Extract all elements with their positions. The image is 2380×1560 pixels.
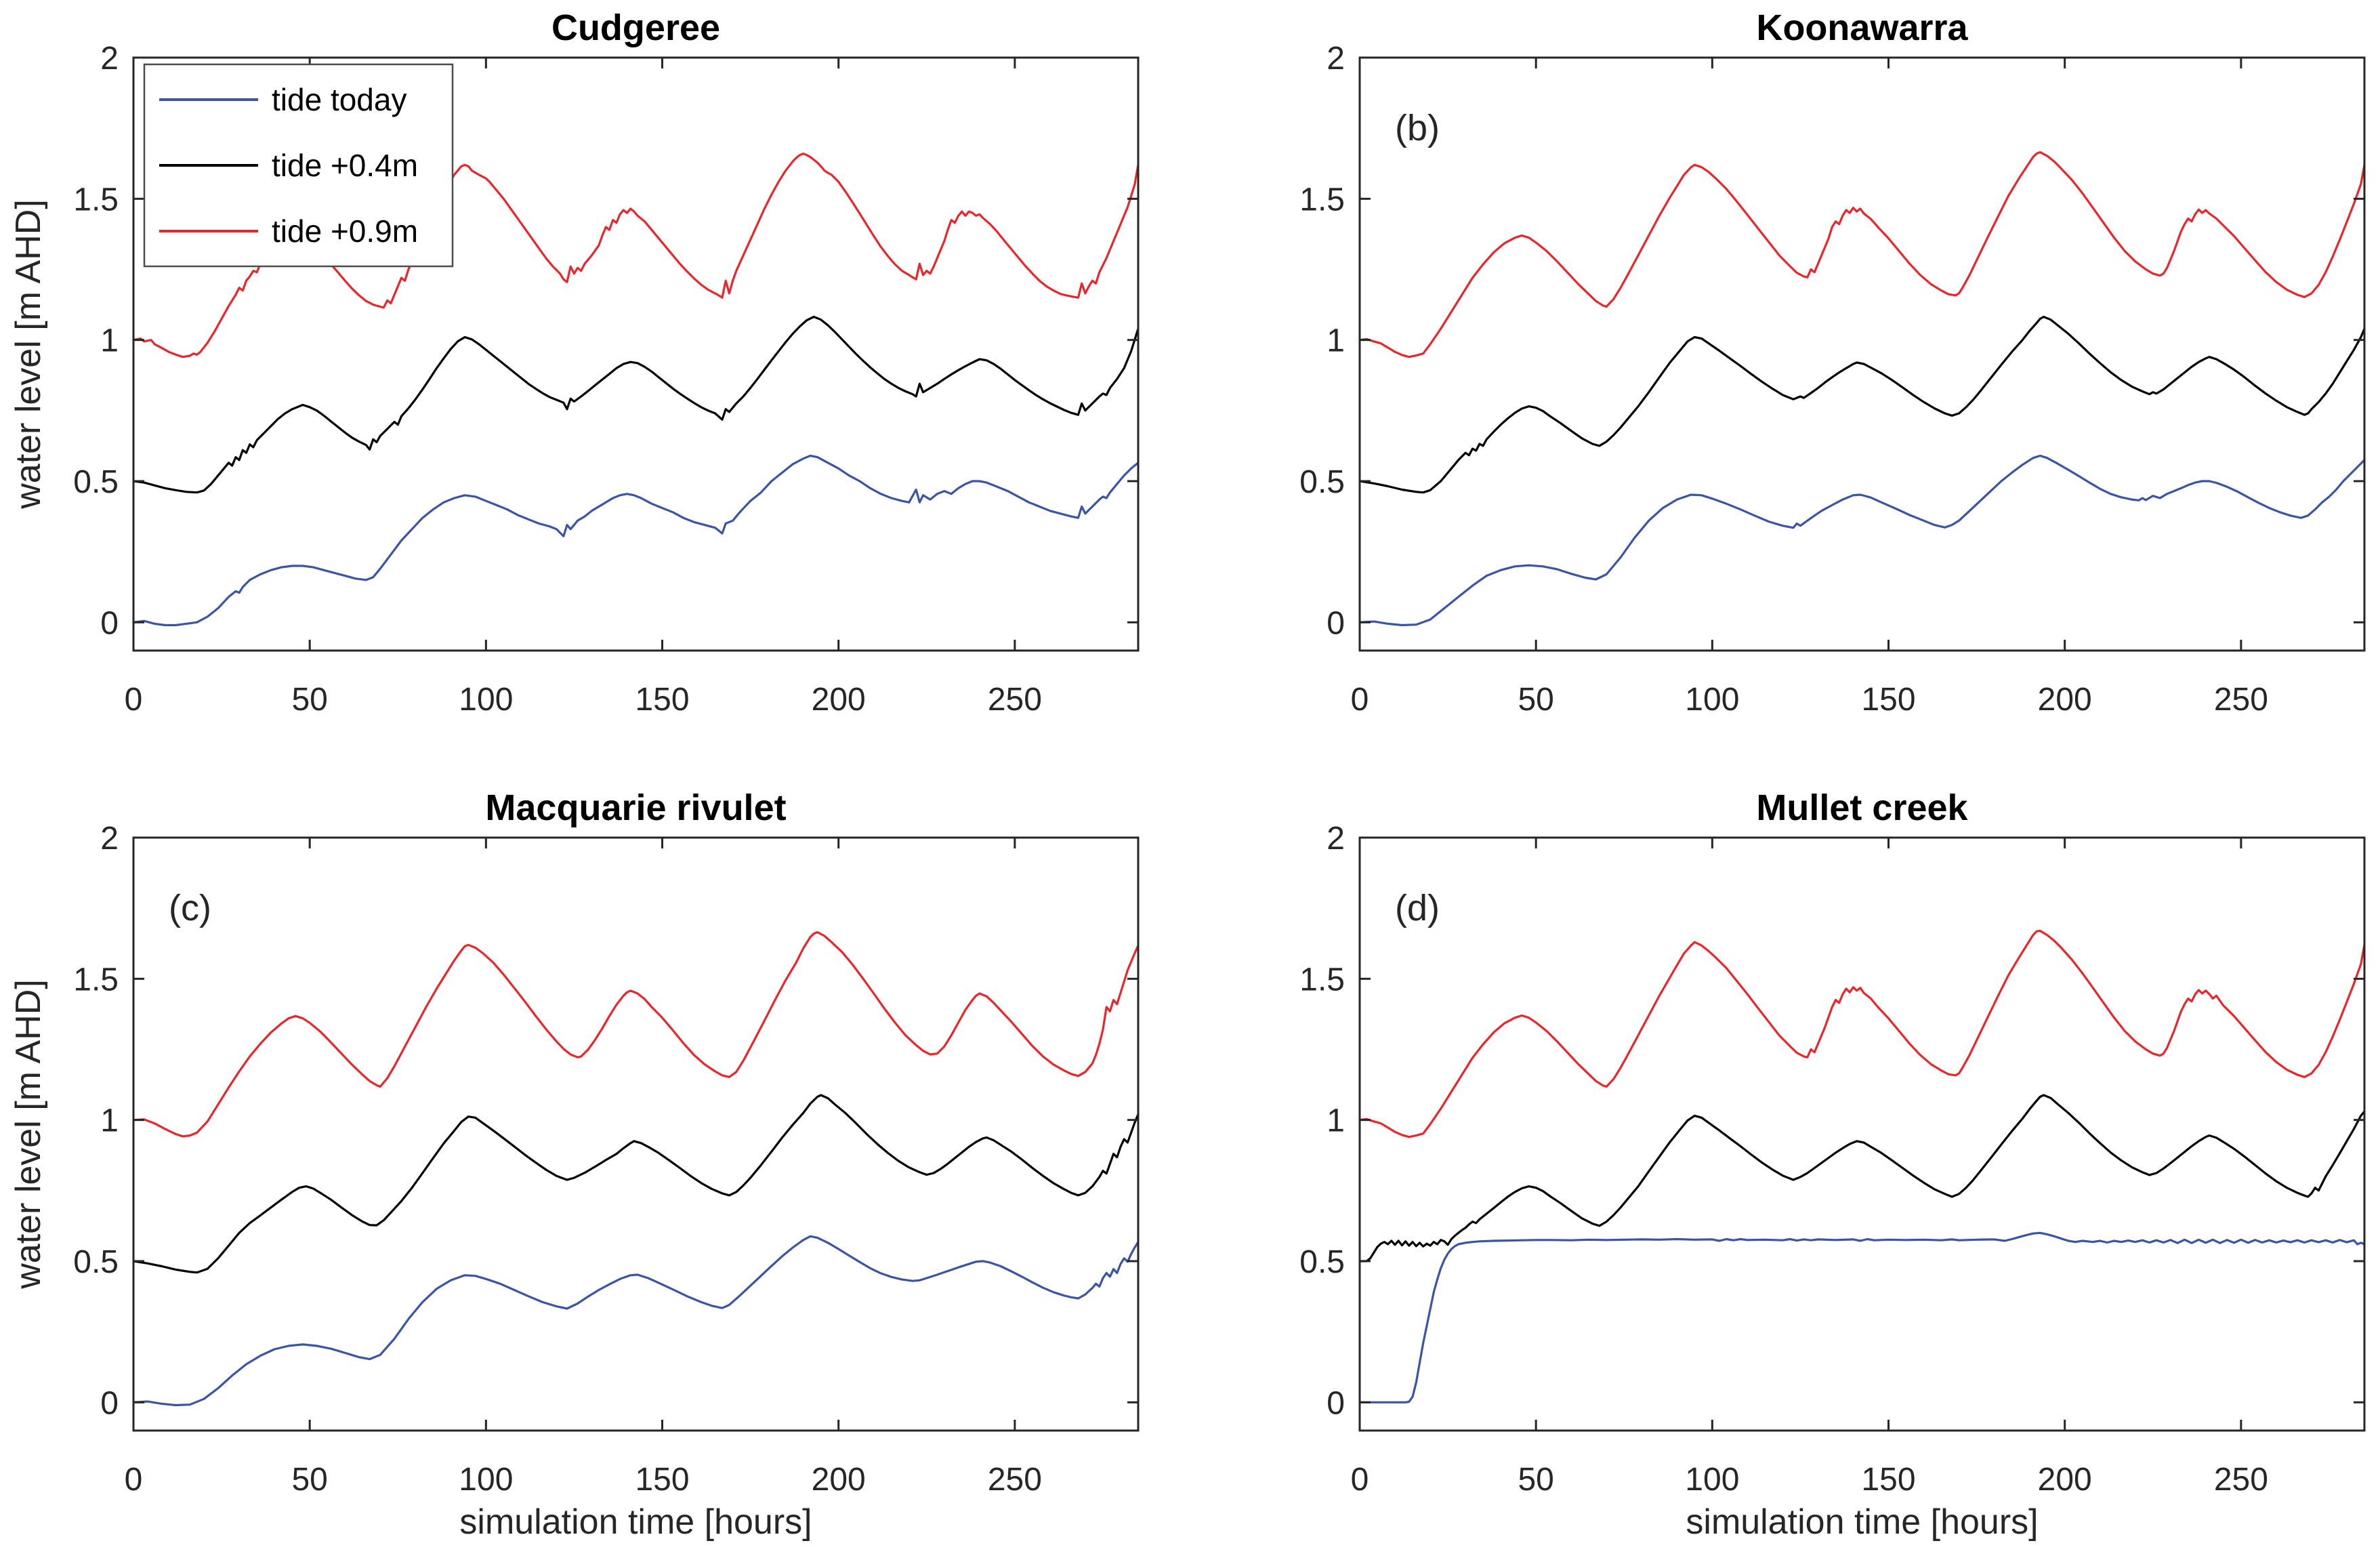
series-line-tide-today xyxy=(132,1235,1140,1407)
series-line-tide-0-4m xyxy=(132,315,1140,494)
y-tick-label: 0 xyxy=(100,1385,119,1421)
x-tick-label: 200 xyxy=(812,1462,866,1498)
x-tick-label: 0 xyxy=(1351,1462,1369,1498)
x-tick-label: 200 xyxy=(812,682,866,718)
panel-letter: (d) xyxy=(1395,888,1440,928)
chart-title: Koonawarra xyxy=(1756,7,1968,48)
y-tick-label: 2 xyxy=(1327,41,1345,77)
x-tick-label: 50 xyxy=(1518,1462,1553,1498)
x-tick-label: 250 xyxy=(2214,682,2268,718)
series-group xyxy=(1358,151,2366,627)
axes-box xyxy=(132,56,1140,652)
series-line-tide-0-4m xyxy=(1358,1094,2366,1263)
x-tick-label: 50 xyxy=(1518,682,1553,718)
chart-title: Macquarie rivulet xyxy=(485,787,786,828)
y-tick-label: 1 xyxy=(100,323,119,359)
x-tick-label: 0 xyxy=(1351,682,1369,718)
series-line-tide-0-4m xyxy=(132,1094,1140,1274)
y-axis-label: water level [m AHD] xyxy=(9,199,48,510)
axes-box xyxy=(1358,836,2366,1432)
chart-title: Cudgeree xyxy=(551,7,720,48)
x-tick-label: 0 xyxy=(125,1462,143,1498)
x-axis-label: simulation time [hours] xyxy=(1686,1502,2038,1542)
series-group xyxy=(132,931,1140,1407)
axes-box xyxy=(1358,56,2366,652)
x-tick-label: 250 xyxy=(2214,1462,2268,1498)
tick-marks xyxy=(132,836,1138,1431)
panel-macquarie-rivulet: Macquarie rivulet (c) 0 50 100 150 200 250 0 0.5 1… xyxy=(0,780,1190,1560)
y-tick-label: 2 xyxy=(1327,821,1345,857)
series-line-tide-0-4m xyxy=(1358,315,2366,494)
y-tick-label: 2 xyxy=(100,821,119,857)
y-tick-label: 0 xyxy=(100,605,119,641)
chart-mullet-creek: Mullet creek (d) 0 50 100 150 200 250 0 0.5 1 1.5 2 s… xyxy=(1299,787,2366,1542)
x-axis-label: simulation time [hours] xyxy=(459,1502,812,1542)
y-tick-label: 0 xyxy=(1327,1385,1345,1421)
y-tick-label: 1.5 xyxy=(73,962,119,998)
panel-cudgeree: Cudgeree(a)05010015020025000.511.52water… xyxy=(0,0,1190,780)
chart-koonawarra: Koonawarra (b) 0 50 100 150 200 250 0 0.5 1 1.5 2 xyxy=(1299,7,2366,718)
y-tick-label: 1 xyxy=(100,1103,119,1139)
y-tick-label: 2 xyxy=(100,41,119,77)
y-tick-label: 1 xyxy=(1327,323,1345,359)
series-line-tide-today xyxy=(1358,1231,2366,1403)
panel-letter: (b) xyxy=(1395,108,1440,148)
x-tick-label: 0 xyxy=(125,682,143,718)
chart-title: Mullet creek xyxy=(1756,787,1968,828)
series-line-tide-0-9m xyxy=(1358,929,2366,1138)
legend: tide today tide +0.4m tide +0.9m xyxy=(143,63,454,268)
y-tick-label: 1.5 xyxy=(73,182,119,218)
x-tick-label: 150 xyxy=(1861,1462,1915,1498)
x-tick-label: 100 xyxy=(459,682,513,718)
x-tick-label: 100 xyxy=(1685,682,1739,718)
tick-marks xyxy=(1358,836,2364,1431)
x-tick-label: 150 xyxy=(635,1462,689,1498)
x-tick-label: 50 xyxy=(291,682,327,718)
x-tick-label: 250 xyxy=(988,1462,1042,1498)
x-tick-label: 50 xyxy=(291,1462,327,1498)
chart-cudgeree: Cudgeree(a)05010015020025000.511.52water… xyxy=(9,7,1140,718)
x-tick-label: 250 xyxy=(988,682,1042,718)
y-tick-label: 0.5 xyxy=(73,1244,119,1280)
y-tick-label: 1 xyxy=(1327,1103,1345,1139)
x-tick-label: 150 xyxy=(1861,682,1915,718)
x-tick-label: 200 xyxy=(2038,682,2092,718)
chart-macquarie-rivulet: Macquarie rivulet (c) 0 50 100 150 200 250 0 0.5 1… xyxy=(9,787,1140,1542)
series-line-tide-today xyxy=(132,454,1140,627)
y-tick-label: 0.5 xyxy=(1299,1244,1345,1280)
y-tick-label: 0.5 xyxy=(1299,464,1345,500)
axes-box xyxy=(132,836,1140,1432)
legend-label: tide +0.9m xyxy=(272,213,418,249)
series-line-tide-0-9m xyxy=(132,931,1140,1138)
y-tick-label: 1.5 xyxy=(1299,182,1345,218)
x-tick-label: 100 xyxy=(459,1462,513,1498)
panel-mullet-creek: Mullet creek (d) 0 50 100 150 200 250 0 0.5 1 1.5 2 s… xyxy=(1190,780,2380,1560)
x-tick-label: 100 xyxy=(1685,1462,1739,1498)
series-group xyxy=(1358,929,2366,1403)
legend-label: tide +0.4m xyxy=(272,148,418,183)
y-axis-label: water level [m AHD] xyxy=(9,979,48,1290)
panel-koonawarra: Koonawarra (b) 0 50 100 150 200 250 0 0.5 1 1.5 2 xyxy=(1190,0,2380,780)
y-tick-label: 0 xyxy=(1327,605,1345,641)
tick-marks xyxy=(1358,56,2364,651)
y-tick-label: 1.5 xyxy=(1299,962,1345,998)
y-tick-label: 0.5 xyxy=(73,464,119,500)
series-line-tide-today xyxy=(1358,454,2366,627)
x-tick-label: 150 xyxy=(635,682,689,718)
x-tick-label: 200 xyxy=(2038,1462,2092,1498)
series-line-tide-0-9m xyxy=(1358,151,2366,358)
legend-label: tide today xyxy=(272,82,406,117)
panel-letter: (c) xyxy=(169,888,211,928)
